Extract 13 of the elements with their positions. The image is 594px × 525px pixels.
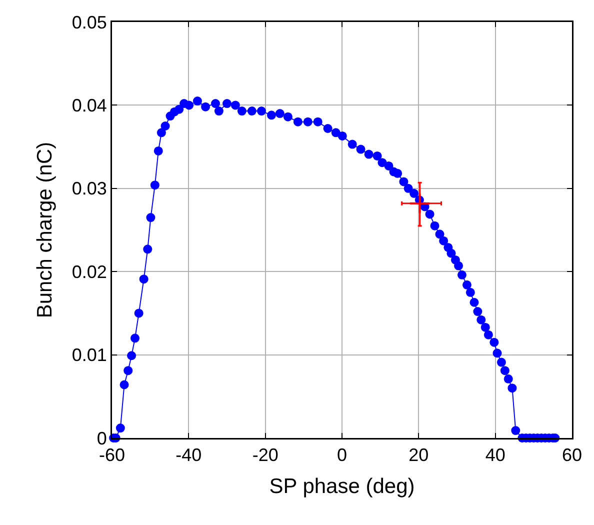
y-tick-label: 0.01 — [72, 345, 107, 366]
x-tick-label: -20 — [252, 445, 278, 466]
y-tick-label: 0.03 — [72, 178, 107, 199]
y-tick-label: 0.04 — [72, 96, 107, 116]
y-axis-title: Bunch charge (nC) — [33, 142, 56, 318]
x-tick-label: -40 — [176, 445, 202, 466]
x-tick-label: 0 — [336, 445, 348, 466]
y-tick-label: 0.02 — [72, 262, 107, 282]
x-tick-label: 60 — [562, 445, 582, 466]
y-tick-label: 0.05 — [72, 12, 107, 32]
x-tick-label: 40 — [485, 445, 506, 466]
x-axis-title: SP phase (deg) — [269, 475, 415, 498]
x-tick-label: 20 — [408, 445, 429, 466]
